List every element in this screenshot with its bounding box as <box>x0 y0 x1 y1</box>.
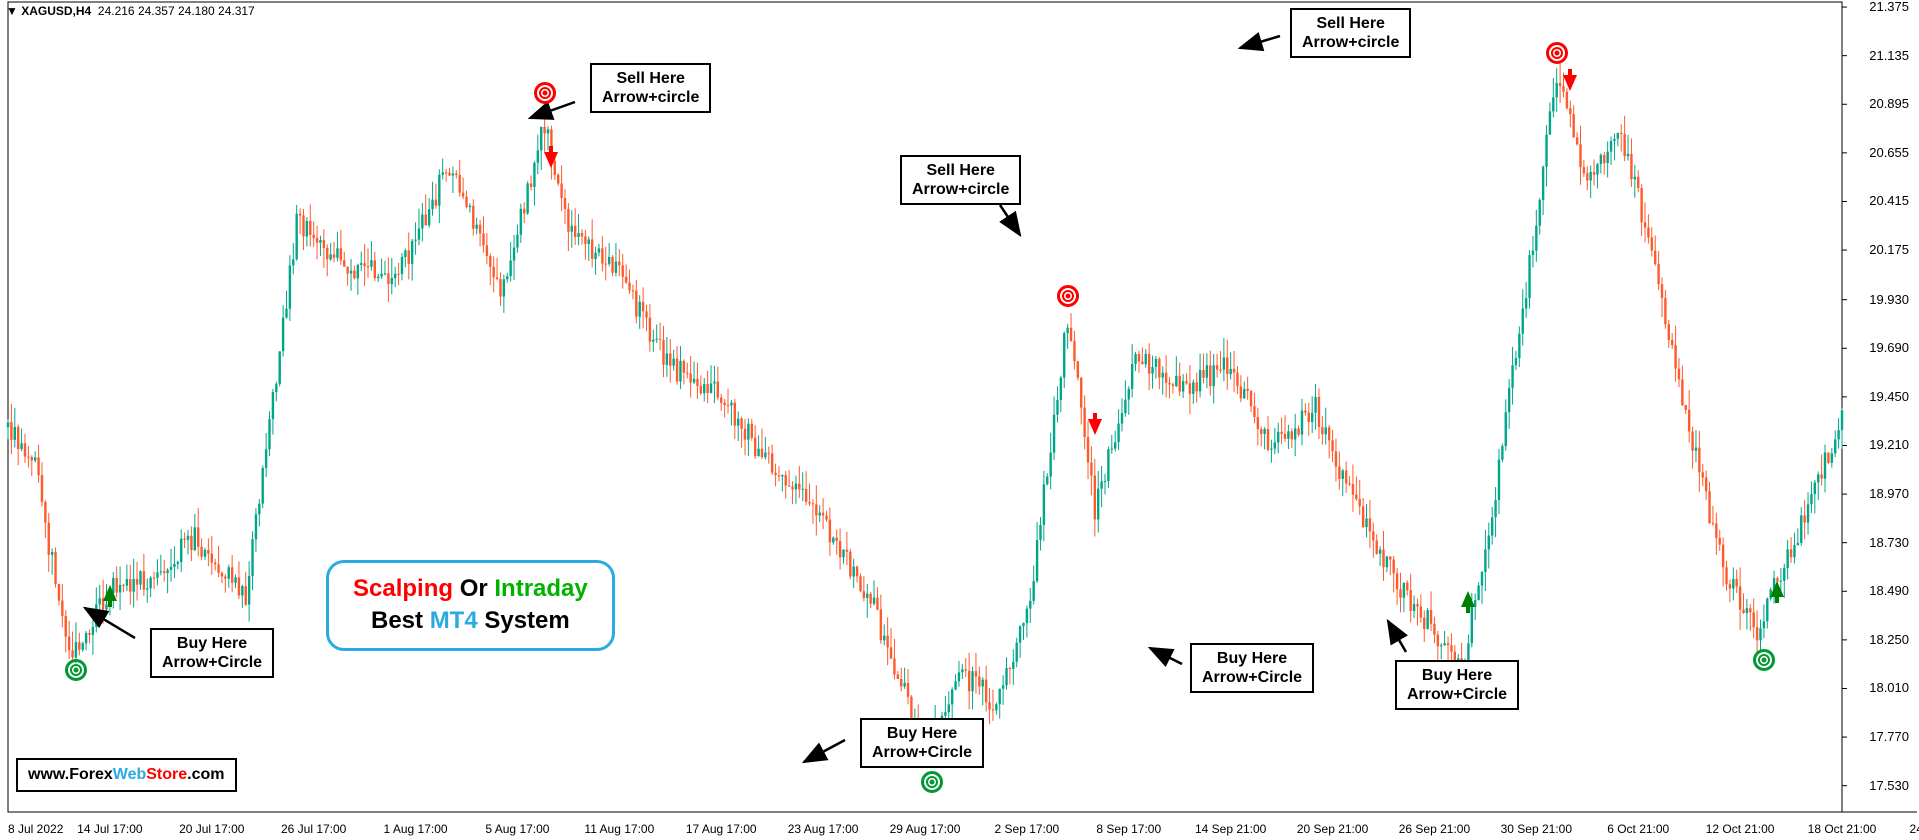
y-tick-label: 18.730 <box>1869 535 1909 550</box>
website-link-box: www.ForexWebStore.com <box>16 758 237 792</box>
signal-callout: Buy HereArrow+Circle <box>1395 660 1519 710</box>
y-tick-label: 19.210 <box>1869 437 1909 452</box>
x-tick-label: 17 Aug 17:00 <box>686 822 757 836</box>
y-tick-label: 18.010 <box>1869 680 1909 695</box>
y-tick-label: 21.135 <box>1869 48 1909 63</box>
buy-signal-arrow-icon <box>103 585 117 601</box>
buy-signal-circle-icon <box>921 771 943 793</box>
x-tick-label: 5 Aug 17:00 <box>485 822 549 836</box>
x-tick-label: 30 Sep 21:00 <box>1501 822 1572 836</box>
y-tick-label: 19.690 <box>1869 340 1909 355</box>
x-tick-label: 29 Aug 17:00 <box>890 822 961 836</box>
chart-svg[interactable] <box>0 0 1919 840</box>
x-tick-label: 6 Oct 21:00 <box>1607 822 1669 836</box>
signal-callout: Buy HereArrow+Circle <box>1190 643 1314 693</box>
y-tick-label: 18.490 <box>1869 583 1909 598</box>
signal-callout: Sell HereArrow+circle <box>900 155 1021 205</box>
ohlc-text: 24.216 24.357 24.180 24.317 <box>98 4 255 18</box>
x-tick-label: 20 Jul 17:00 <box>179 822 244 836</box>
chart-container: ▼ XAGUSD,H4 24.216 24.357 24.180 24.317 … <box>0 0 1919 840</box>
y-tick-label: 18.250 <box>1869 632 1909 647</box>
y-tick-label: 18.970 <box>1869 486 1909 501</box>
sell-signal-circle-icon <box>534 82 556 104</box>
x-tick-label: 23 Aug 17:00 <box>788 822 859 836</box>
sell-signal-circle-icon <box>1546 42 1568 64</box>
sell-signal-arrow-icon <box>1563 75 1577 91</box>
sell-signal-arrow-icon <box>544 152 558 168</box>
x-tick-label: 12 Oct 21:00 <box>1706 822 1775 836</box>
y-tick-label: 17.530 <box>1869 778 1909 793</box>
y-tick-label: 21.375 <box>1869 0 1909 14</box>
signal-callout: Sell HereArrow+circle <box>590 63 711 113</box>
signal-callout: Sell HereArrow+circle <box>1290 8 1411 58</box>
x-tick-label: 1 Aug 17:00 <box>384 822 448 836</box>
y-tick-label: 20.415 <box>1869 193 1909 208</box>
x-tick-label: 14 Jul 17:00 <box>77 822 142 836</box>
y-tick-label: 19.450 <box>1869 389 1909 404</box>
x-tick-label: 14 Sep 21:00 <box>1195 822 1266 836</box>
y-tick-label: 20.175 <box>1869 242 1909 257</box>
symbol-ohlc-label: ▼ XAGUSD,H4 24.216 24.357 24.180 24.317 <box>6 4 255 18</box>
x-tick-label: 26 Jul 17:00 <box>281 822 346 836</box>
x-tick-label: 24 Oct 21:00 <box>1910 822 1919 836</box>
symbol-text: XAGUSD,H4 <box>21 4 91 18</box>
signal-callout: Buy HereArrow+Circle <box>860 718 984 768</box>
x-tick-label: 26 Sep 21:00 <box>1399 822 1470 836</box>
sell-signal-circle-icon <box>1057 285 1079 307</box>
x-tick-label: 11 Aug 17:00 <box>584 822 654 836</box>
buy-signal-arrow-icon <box>1461 591 1475 607</box>
y-tick-label: 20.895 <box>1869 96 1909 111</box>
y-tick-label: 19.930 <box>1869 292 1909 307</box>
buy-signal-arrow-icon <box>1770 581 1784 597</box>
y-tick-label: 20.655 <box>1869 145 1909 160</box>
title-overlay: Scalping Or IntradayBest MT4 System <box>326 560 615 651</box>
x-tick-label: 18 Oct 21:00 <box>1808 822 1877 836</box>
x-tick-label: 2 Sep 17:00 <box>995 822 1060 836</box>
x-tick-label: 8 Sep 17:00 <box>1096 822 1161 836</box>
buy-signal-circle-icon <box>65 659 87 681</box>
y-tick-label: 17.770 <box>1869 729 1909 744</box>
signal-callout: Buy HereArrow+Circle <box>150 628 274 678</box>
sell-signal-arrow-icon <box>1088 419 1102 435</box>
x-tick-label: 8 Jul 2022 <box>8 822 63 836</box>
buy-signal-circle-icon <box>1753 649 1775 671</box>
x-tick-label: 20 Sep 21:00 <box>1297 822 1368 836</box>
